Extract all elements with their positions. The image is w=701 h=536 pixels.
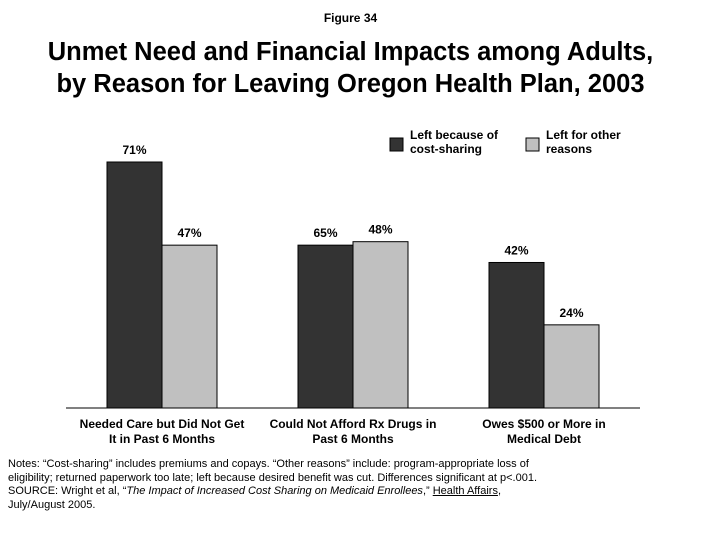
bar-s1-c2 [297,244,354,409]
bar-chart: 71% 65% 42% 47% 48% 24% Needed Care but Did No… [66,128,640,446]
legend-label-s1-l1: Left because of [410,128,499,142]
source-article-title: The Impact of Increased Cost Sharing on … [126,485,423,497]
source-prefix: SOURCE: Wright et al, “ [8,485,127,497]
chart-title: Unmet Need and Financial Impacts among A… [0,36,701,100]
source-suffix: , [497,485,502,497]
data-label-s1-c3: 42% [504,243,528,257]
source-line: SOURCE: Wright et al, “The Impact of Inc… [8,485,698,499]
chart-title-line-2: by Reason for Leaving Oregon Health Plan… [56,70,645,98]
legend-label-s2-l2: reasons [546,142,592,156]
data-label-s2-c3: 24% [559,306,583,320]
source-journal: Health Affairs [432,485,498,497]
legend-swatch-s2 [525,137,540,152]
bar-s2-c2 [352,241,409,409]
bar-s2-c1 [161,244,218,409]
x-tick-label-c2-l1: Could Not Afford Rx Drugs in [270,417,437,431]
legend-swatch-s1 [389,137,404,152]
bar-s2-c3 [543,324,600,409]
bar-s1-c1 [106,161,163,409]
x-tick-label-c1-l1: Needed Care but Did Not Get [80,417,245,431]
notes-line-4: July/August 2005. [8,498,96,511]
notes-line-2: eligibility; returned paperwork too late… [8,471,538,484]
source-mid: ,” [422,485,433,497]
legend-label-s1-l2: cost-sharing [410,142,482,156]
chart-notes: Notes: “Cost-sharing” includes premiums … [8,458,698,512]
x-tick-label-c3-l2: Medical Debt [507,432,581,446]
data-label-s1-c2: 65% [313,226,337,240]
data-label-s1-c1: 71% [122,143,146,157]
figure-label: Figure 34 [323,11,378,25]
data-label-s2-c1: 47% [177,226,201,240]
bar-s1-c3 [488,261,545,409]
x-tick-label-c1-l2: It in Past 6 Months [109,432,215,446]
notes-line-1: Notes: “Cost-sharing” includes premiums … [8,458,529,470]
chart-title-line-1: Unmet Need and Financial Impacts among A… [47,38,654,66]
x-tick-label-c2-l2: Past 6 Months [312,432,394,446]
x-tick-label-c3-l1: Owes $500 or More in [482,417,605,431]
data-label-s2-c2: 48% [368,223,392,237]
legend-label-s2-l1: Left for other [546,128,621,142]
